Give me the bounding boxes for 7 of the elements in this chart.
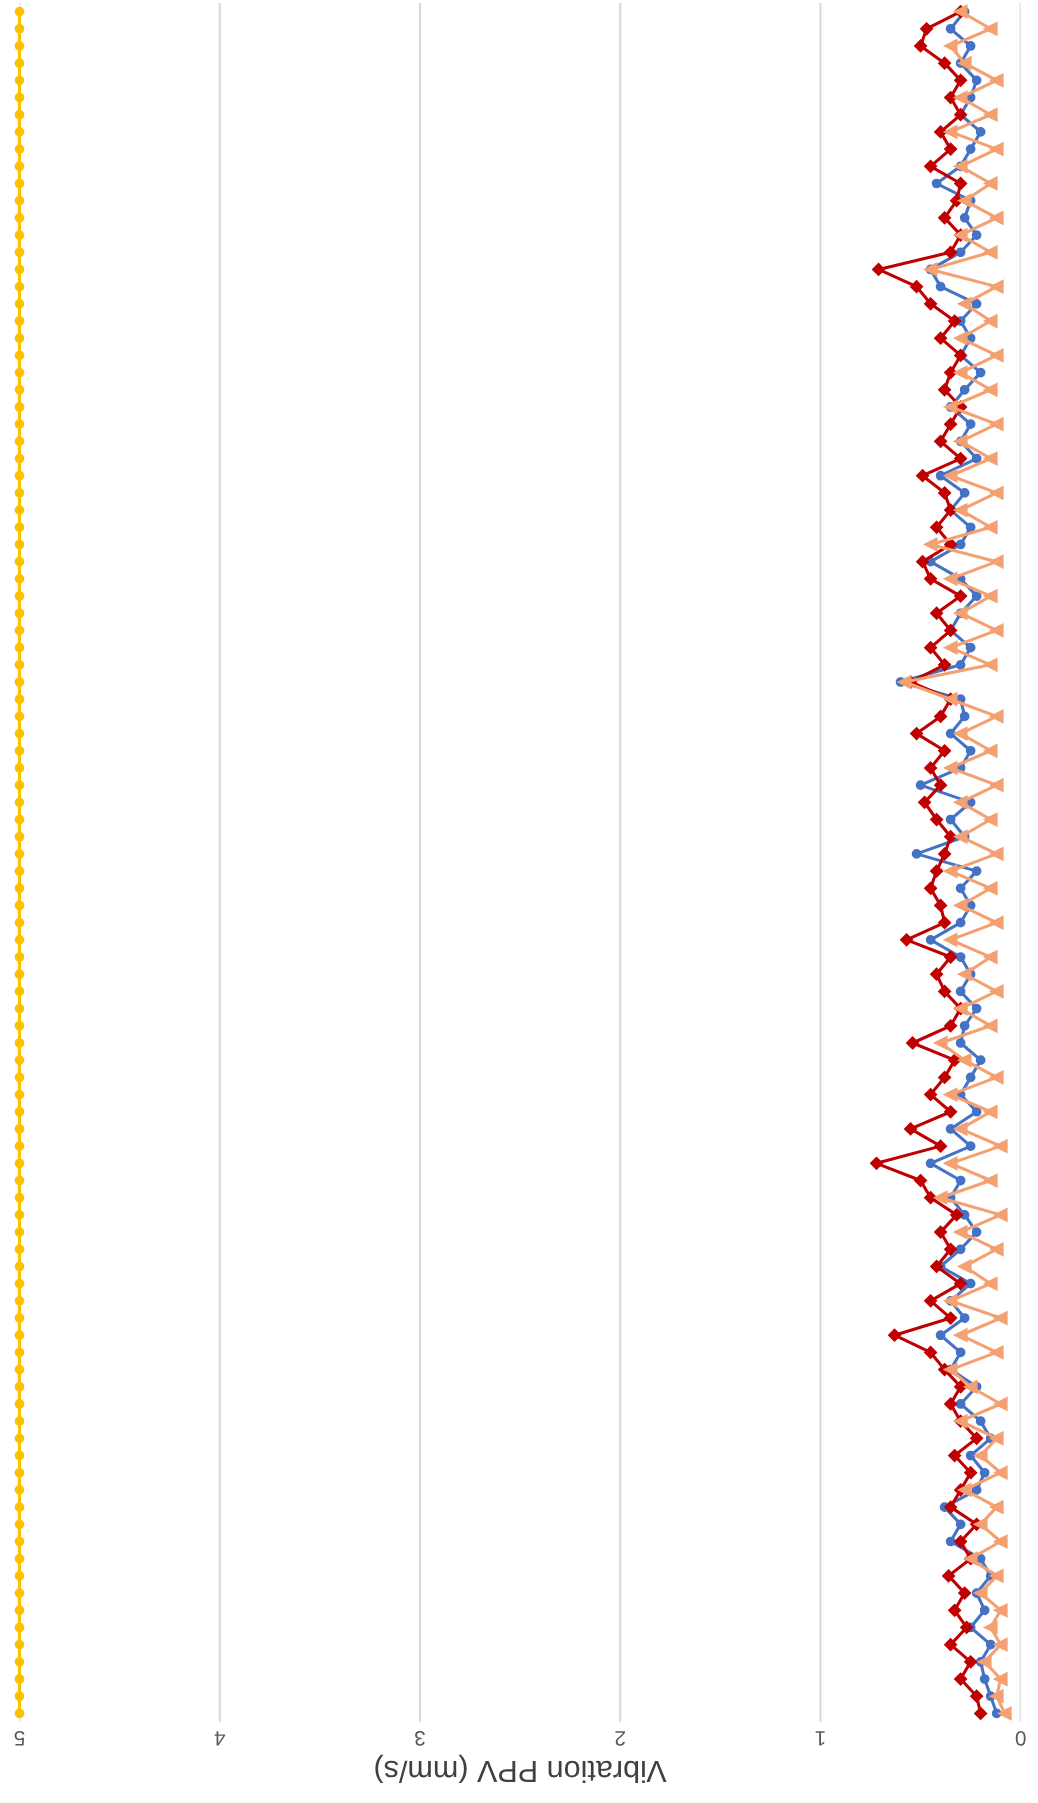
x-tick-label: 2 xyxy=(615,1731,625,1746)
x-tick-label: 5 xyxy=(14,1730,25,1746)
x-axis-title: Vibration PPV (mm/s) xyxy=(375,1754,667,1784)
x-tick-label: 4 xyxy=(214,1731,226,1746)
x-tick-label: 0 xyxy=(1015,1730,1026,1746)
x-tick-label: 1 xyxy=(815,1731,825,1746)
x-tick-label: 3 xyxy=(415,1730,425,1746)
